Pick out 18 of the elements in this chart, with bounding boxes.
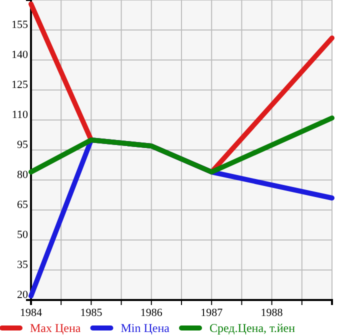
y-tick-label: 110 bbox=[12, 108, 28, 121]
y-tick-label: 35 bbox=[17, 258, 28, 271]
y-tick-label: 80 bbox=[17, 168, 28, 181]
y-tick-label: 140 bbox=[12, 48, 28, 61]
x-tick-label: 1985 bbox=[80, 306, 103, 319]
y-tick-label: 155 bbox=[12, 18, 28, 31]
y-tick-label: 50 bbox=[17, 228, 28, 241]
y-tick-label: 65 bbox=[17, 198, 28, 211]
legend-label: Сред.Цена, т.йен bbox=[210, 321, 296, 335]
y-tick-label: 95 bbox=[17, 138, 28, 151]
legend-label: Max Цена bbox=[30, 321, 82, 335]
x-tick-label: 1988 bbox=[260, 306, 284, 319]
x-tick-label: 1984 bbox=[20, 306, 42, 319]
x-tick-label: 1987 bbox=[200, 306, 224, 319]
x-tick-label: 1986 bbox=[140, 306, 163, 319]
y-tick-label: 20 bbox=[17, 288, 28, 301]
legend-label: Min Цена bbox=[120, 321, 170, 335]
y-tick-label: 125 bbox=[12, 78, 28, 91]
